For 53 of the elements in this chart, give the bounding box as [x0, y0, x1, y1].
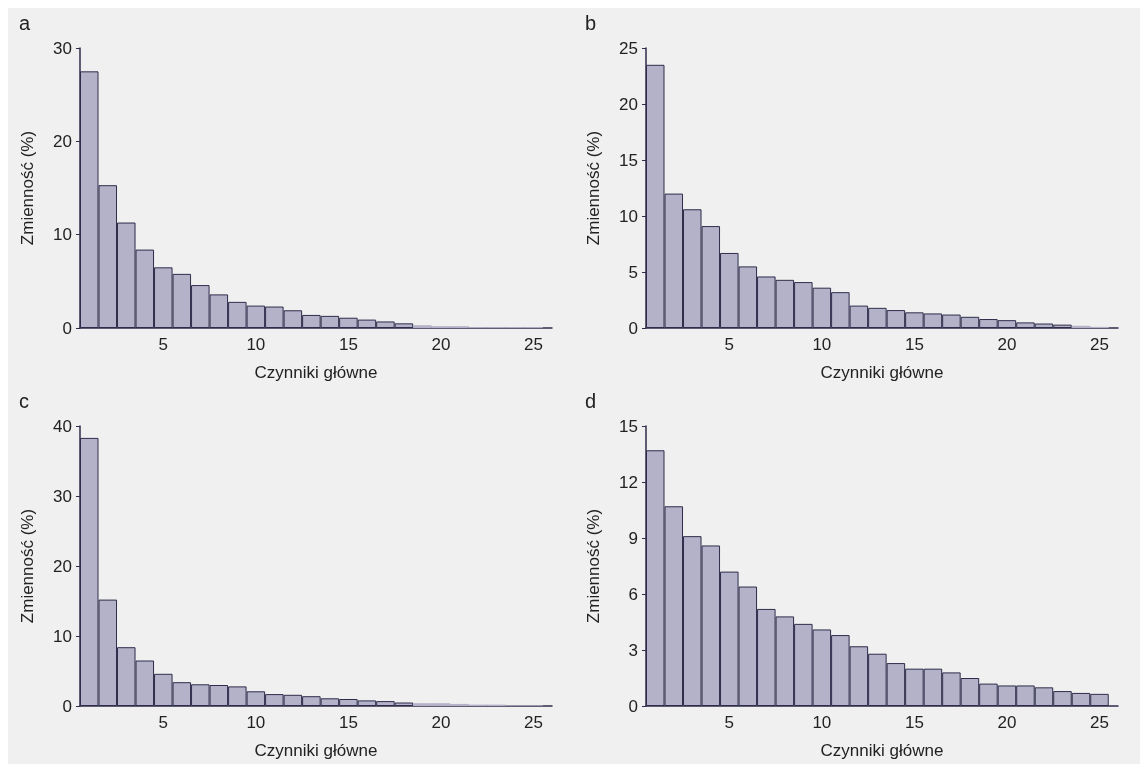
y-tick-label: 0 [62, 318, 72, 338]
y-axis-title: Zmienność (%) [584, 130, 603, 246]
x-tick-label: 20 [997, 713, 1017, 732]
x-tick-label: 20 [431, 335, 451, 354]
x-axis-title: Czynniki główne [820, 741, 944, 760]
y-tick-label: 30 [53, 486, 72, 506]
x-tick-label: 10 [246, 335, 266, 354]
x-tick-label: 5 [724, 335, 735, 354]
x-tick-label: 5 [724, 713, 735, 732]
y-tick-label: 25 [619, 38, 638, 58]
x-tick-label: 15 [338, 335, 358, 354]
x-tick-label: 5 [158, 335, 169, 354]
x-tick-label: 25 [1090, 335, 1109, 354]
chart-title: c [19, 390, 29, 412]
x-tick-label: 25 [524, 335, 543, 354]
x-tick-label: 15 [904, 713, 924, 732]
x-tick-label: 25 [524, 713, 543, 732]
y-axis-title: Zmienność (%) [18, 508, 37, 624]
y-tick-label: 0 [628, 696, 638, 716]
y-tick-label: 10 [619, 206, 638, 226]
y-tick-label: 5 [628, 262, 638, 282]
y-tick-label: 0 [62, 696, 72, 716]
x-tick-label: 5 [158, 713, 169, 732]
y-tick-label: 20 [619, 94, 638, 114]
y-tick-label: 20 [53, 556, 72, 576]
x-tick-label: 15 [338, 713, 358, 732]
chart-title: d [585, 390, 597, 412]
x-axis-title: Czynniki główne [254, 741, 378, 760]
y-tick-label: 10 [53, 626, 72, 646]
y-tick-label: 40 [53, 416, 72, 436]
y-tick-label: 15 [619, 150, 638, 170]
y-tick-label: 3 [628, 640, 638, 660]
y-tick-label: 20 [53, 131, 72, 151]
y-tick-label: 6 [628, 584, 638, 604]
y-axis-title: Zmienność (%) [584, 508, 603, 624]
y-tick-label: 15 [619, 416, 638, 436]
y-axis-title: Zmienność (%) [18, 130, 37, 246]
chart-title: b [585, 12, 597, 34]
x-axis-title: Czynniki główne [820, 363, 944, 382]
y-tick-label: 30 [53, 38, 72, 58]
y-tick-label: 10 [53, 225, 72, 245]
x-tick-label: 25 [1090, 713, 1109, 732]
y-tick-label: 12 [619, 472, 638, 492]
y-tick-label: 9 [628, 528, 638, 548]
chart-title: a [19, 12, 31, 34]
x-axis-title: Czynniki główne [254, 363, 378, 382]
x-tick-label: 20 [997, 335, 1017, 354]
y-tick-label: 0 [628, 318, 638, 338]
x-tick-label: 10 [246, 713, 266, 732]
x-tick-label: 20 [431, 713, 451, 732]
x-tick-label: 15 [904, 335, 924, 354]
x-tick-label: 10 [812, 335, 832, 354]
x-tick-label: 10 [812, 713, 832, 732]
